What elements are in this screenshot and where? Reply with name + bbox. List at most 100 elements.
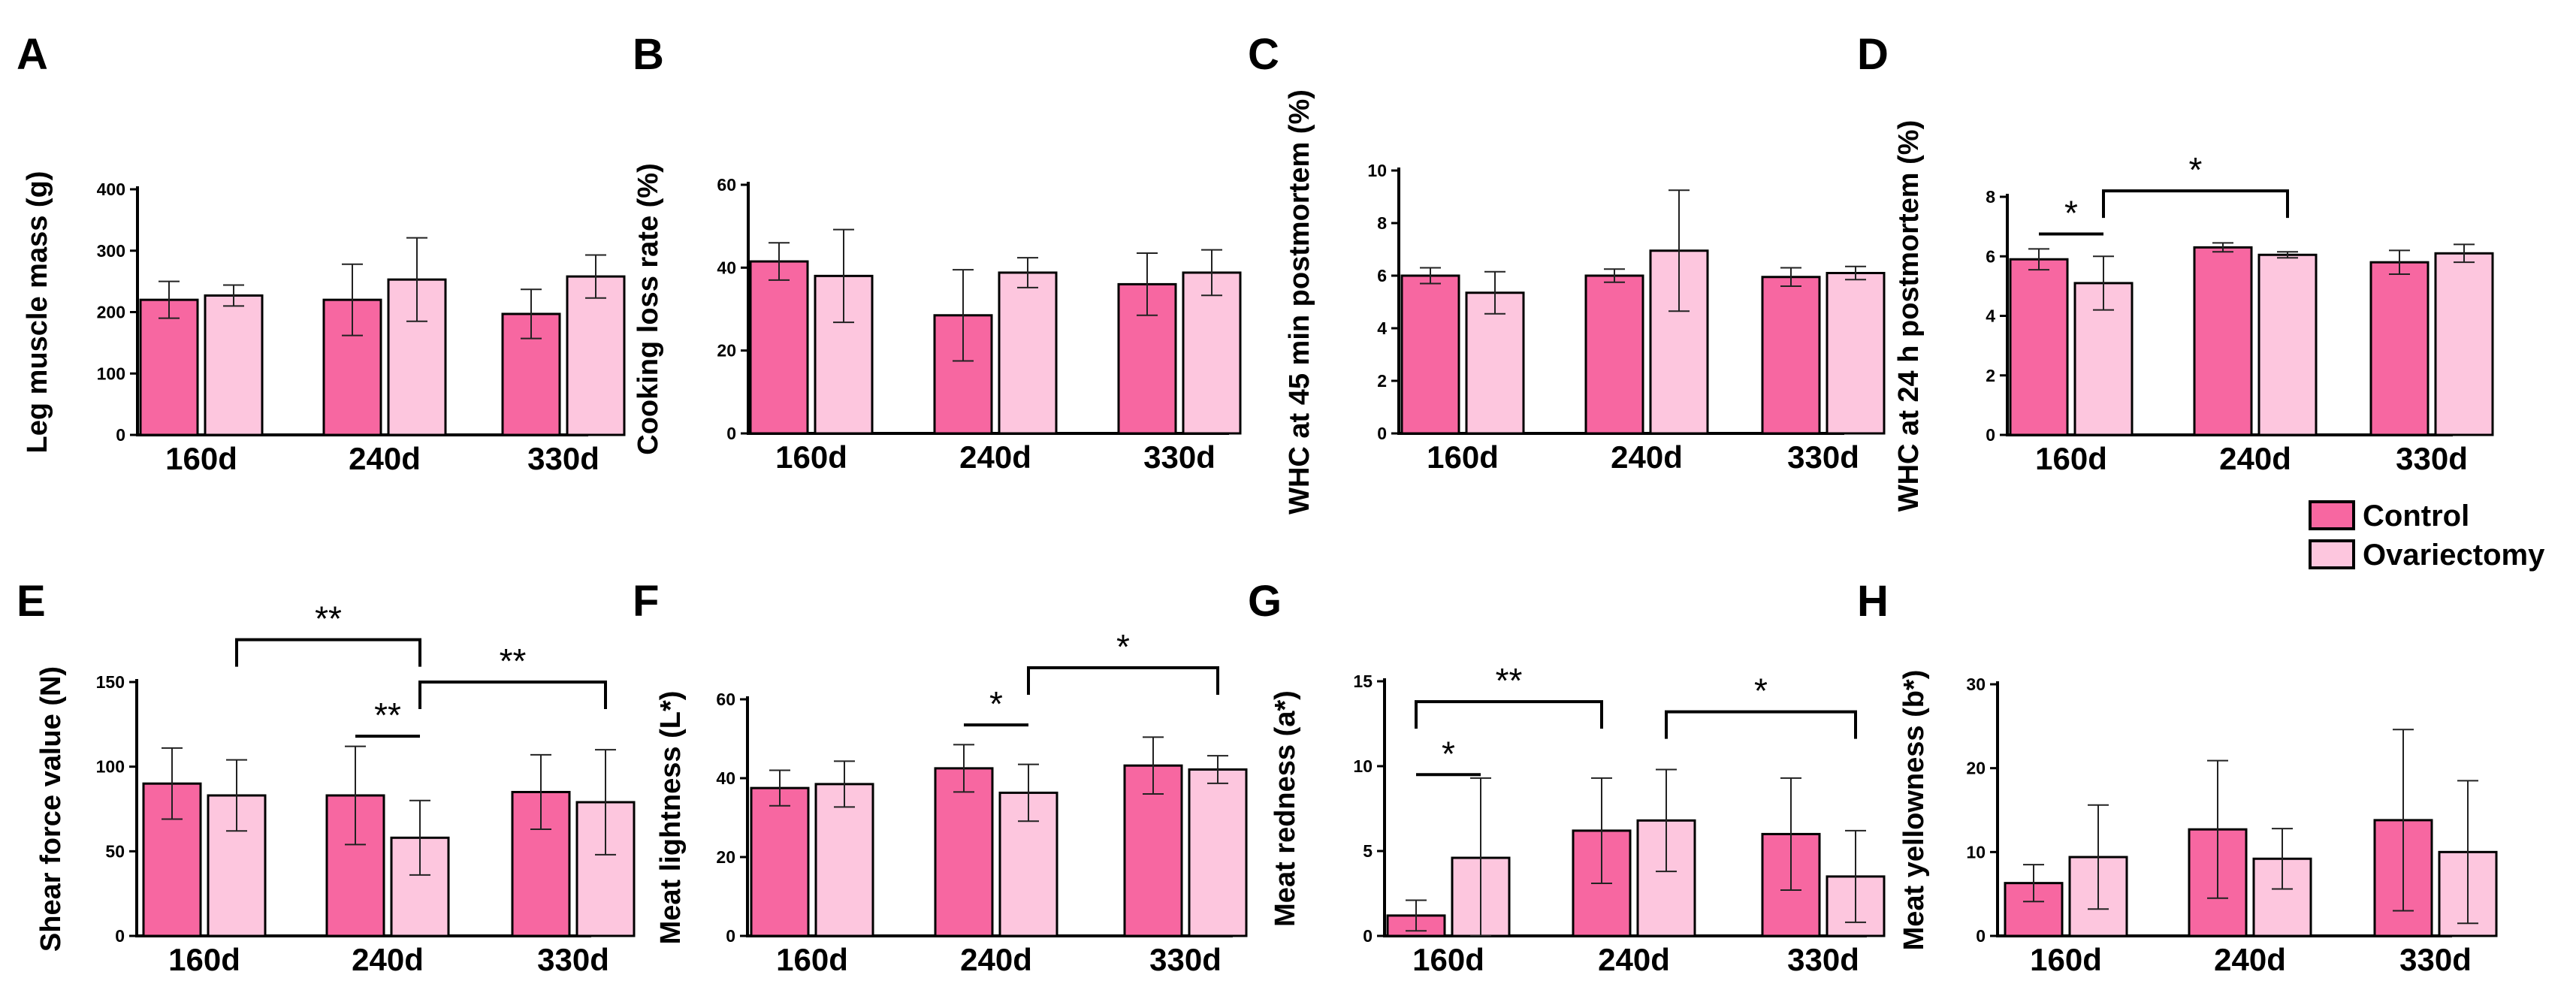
y-tick-label: 0 (726, 424, 736, 443)
y-tick-label: 15 (1353, 672, 1373, 691)
bar-control-240d (1584, 274, 1644, 435)
significance-bracket (1665, 710, 1857, 739)
x-tick-label: 240d (1598, 942, 1670, 977)
bar-ovariectomy-330d (1188, 768, 1248, 937)
y-tick-label: 4 (1377, 318, 1387, 338)
bar-control-330d (2369, 261, 2430, 436)
chart-panel-h: H Meat yellowness (b*) 0 10 20 30 160d 240d 330d (1857, 577, 2498, 977)
y-tick-label: 0 (115, 926, 125, 946)
significance-marker: * (989, 684, 1003, 723)
y-tick-label: 20 (716, 847, 735, 867)
bar-control-240d (2193, 246, 2253, 436)
significance-bracket (1415, 700, 1603, 729)
panel-letter: H (1857, 577, 1889, 626)
x-tick-label: 330d (1143, 439, 1216, 475)
bar-control-240d (934, 767, 994, 937)
x-tick-label: 160d (776, 942, 848, 977)
y-tick-label: 60 (717, 175, 736, 195)
y-axis-label: Cooking loss rate (%) (633, 163, 664, 455)
bar-control-330d (501, 312, 561, 436)
significance-marker: * (2189, 150, 2203, 189)
bar-control-160d (1400, 274, 1460, 435)
significance-marker: * (1754, 672, 1768, 711)
x-tick-label: 160d (1412, 942, 1484, 977)
x-tick-label: 160d (165, 441, 237, 476)
y-tick-label: 30 (1966, 675, 1986, 694)
y-tick-label: 400 (97, 180, 125, 199)
panel-letter: D (1857, 30, 1889, 79)
x-tick-label: 160d (775, 439, 847, 475)
chart-panel-f: F Meat lightness (L*) 0 20 40 60 160d 240d 330d *… (633, 577, 1248, 977)
y-tick-label: 60 (716, 690, 735, 709)
significance-marker: * (2064, 194, 2078, 233)
chart-panel-d: D WHC at 24 h postmortem (%) 0 2 4 6 8 160d 240d… (1857, 30, 2494, 512)
x-tick-label: 160d (2030, 942, 2102, 977)
legend-swatch-control (2309, 500, 2355, 530)
x-tick-label: 240d (349, 441, 421, 476)
y-tick-label: 0 (1986, 425, 1995, 445)
x-tick-label: 330d (2399, 942, 2472, 977)
y-tick-label: 0 (1363, 926, 1373, 946)
panel-letter: A (17, 30, 48, 79)
y-axis-label: Meat lightness (L*) (655, 691, 687, 945)
bar-ovariectomy-160d (204, 294, 264, 436)
x-tick-label: 330d (1787, 942, 1859, 977)
panel-letter: B (633, 30, 664, 79)
y-tick-label: 0 (1976, 926, 1986, 946)
y-tick-label: 8 (1986, 187, 1995, 207)
y-tick-label: 300 (97, 241, 125, 261)
legend: Control Ovariectomy (2309, 500, 2545, 572)
y-axis-label: Leg muscle mass (g) (22, 171, 53, 454)
y-axis-label: Shear force value (N) (35, 666, 67, 952)
y-axis-label: Meat redness (a*) (1270, 690, 1301, 927)
significance-bracket (2102, 189, 2289, 219)
x-tick-label: 240d (1611, 439, 1683, 475)
bar-ovariectomy-330d (1826, 272, 1886, 435)
y-tick-label: 2 (1377, 371, 1387, 391)
y-axis-label: Meat yellowness (b*) (1898, 670, 1930, 951)
bar-ovariectomy-240d (998, 271, 1058, 435)
significance-marker: ** (500, 641, 527, 681)
legend-label-control: Control (2363, 500, 2469, 533)
significance-marker: ** (1496, 661, 1523, 700)
bar-ovariectomy-160d (1465, 291, 1525, 435)
x-tick-label: 240d (352, 942, 424, 977)
x-tick-label: 160d (2035, 441, 2107, 476)
bar-ovariectomy-330d (566, 275, 626, 436)
x-tick-label: 330d (1787, 439, 1859, 475)
bar-control-330d (1761, 276, 1821, 435)
y-axis-label: WHC at 45 min postmortem (%) (1284, 89, 1315, 515)
bar-control-160d (749, 260, 809, 435)
panel-letter: G (1248, 577, 1282, 626)
significance-marker: ** (374, 696, 401, 735)
y-tick-label: 5 (1363, 841, 1373, 861)
y-tick-label: 0 (116, 425, 125, 445)
y-tick-label: 0 (726, 926, 735, 946)
y-tick-label: 2 (1986, 366, 1995, 385)
y-tick-label: 100 (96, 757, 125, 777)
panel-letter: E (17, 577, 46, 626)
bar-ovariectomy-240d (2257, 253, 2318, 436)
y-tick-label: 6 (1377, 266, 1387, 285)
y-tick-label: 6 (1986, 246, 1995, 266)
significance-bracket (235, 638, 421, 667)
x-tick-label: 240d (2219, 441, 2291, 476)
significance-marker: * (1442, 734, 1455, 773)
significance-bracket (1027, 666, 1219, 695)
y-tick-label: 10 (1367, 161, 1387, 180)
x-tick-label: 160d (168, 942, 240, 977)
chart-panel-a: A Leg muscle mass (g) 0 100 200 300 400 160d 240… (17, 30, 626, 476)
y-tick-label: 20 (1966, 759, 1986, 778)
x-tick-label: 160d (1427, 439, 1499, 475)
y-tick-label: 40 (716, 768, 735, 788)
chart-panel-b: B Cooking loss rate (%) 0 20 40 60 160d 240d 330… (633, 30, 1242, 475)
y-tick-label: 4 (1986, 306, 1995, 326)
x-tick-label: 330d (537, 942, 609, 977)
bar-control-160d (750, 786, 810, 937)
legend-label-ovariectomy: Ovariectomy (2363, 539, 2545, 572)
chart-panel-e: E Shear force value (N) 0 50 100 150 160d 240d 3… (17, 577, 636, 977)
x-tick-label: 240d (959, 439, 1031, 475)
bar-control-160d (2009, 258, 2069, 436)
